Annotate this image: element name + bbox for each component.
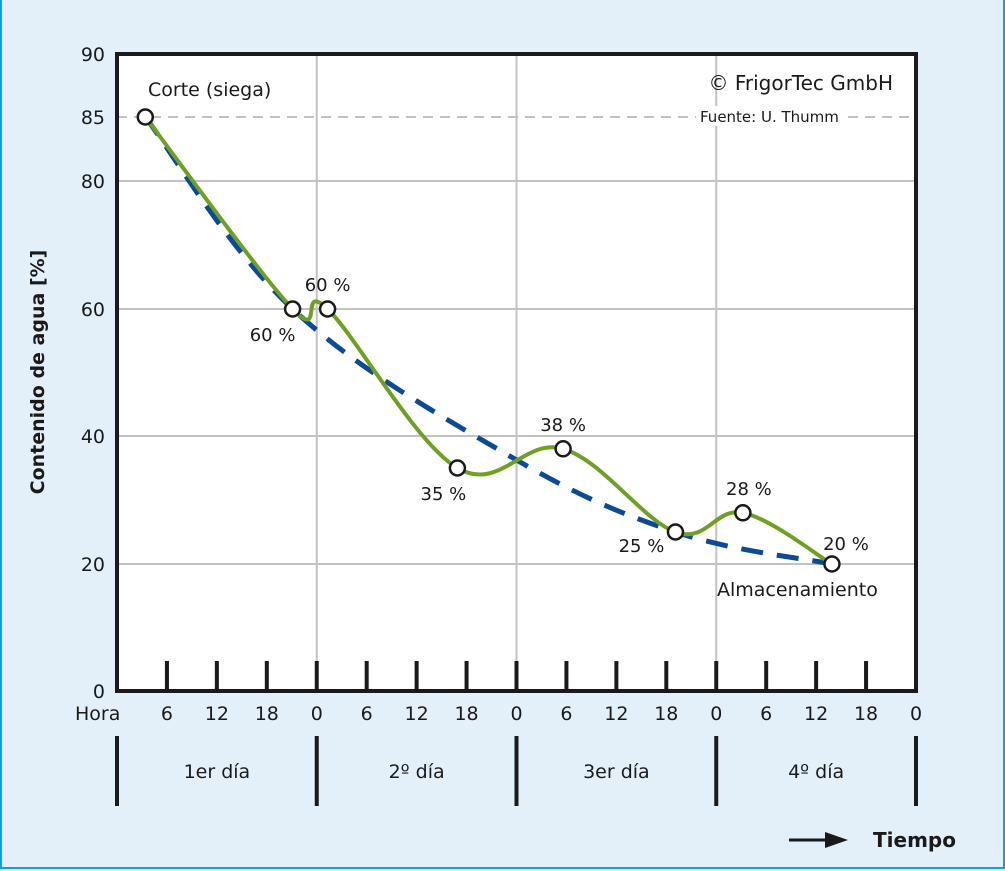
y-tick-label: 60 [81,299,105,321]
data-label: 28 % [726,479,772,500]
data-label: 60 % [250,325,296,346]
y-tick-label: 90 [81,44,105,66]
day-label: 2º día [389,761,445,783]
copyright-text: © FrigorTec GmbH [708,71,893,95]
data-label: 35 % [421,484,467,505]
x-tick-label: 18 [854,703,878,725]
data-point [283,300,302,318]
time-arrow-icon [789,832,848,848]
data-point [448,459,467,477]
data-point [666,523,685,541]
x-tick-label: 18 [454,703,478,725]
annotation-corte: Corte (siega) [148,79,271,101]
x-tick-label: 12 [604,703,628,725]
data-point [136,108,155,126]
source-bg [696,106,846,126]
x-tick-label: 6 [361,703,373,725]
data-label: 20 % [823,534,869,555]
x-tick-label: 0 [510,703,522,725]
y-axis-label: Contenido de agua [%] [27,250,49,495]
x-tick-label: 18 [654,703,678,725]
data-point [734,504,752,522]
x-tick-label: 0 [710,703,722,725]
day-label: 4º día [788,761,844,783]
x-tick-label: 6 [161,703,173,725]
data-point [823,555,841,573]
annotation-almacenamiento: Almacenamiento [717,579,878,601]
source-text: Fuente: U. Thumm [700,108,839,126]
y-tick-label: 80 [81,171,105,193]
data-label: 25 % [619,536,665,557]
x-axis-label: Tiempo [873,828,956,852]
y-tick-label: 0 [93,681,105,703]
x-tick-label: 6 [760,703,772,725]
data-point [554,440,572,458]
data-label: 60 % [305,275,351,296]
day-label: 3er día [583,761,650,783]
x-tick-label: 12 [205,703,229,725]
data-label: 38 % [540,415,586,436]
x-tick-label: 0 [910,703,922,725]
y-tick-label: 20 [81,554,105,576]
x-hour-label: Hora [75,703,120,725]
y-tick-label: 85 [81,107,105,129]
x-tick-label: 12 [804,703,828,725]
x-tick-label: 18 [255,703,279,725]
day-label: 1er día [184,761,251,783]
y-tick-label: 40 [81,426,105,448]
data-point [318,300,337,318]
trend-line [143,115,833,567]
x-tick-label: 0 [311,703,323,725]
x-tick-label: 6 [560,703,572,725]
x-tick-label: 12 [405,703,429,725]
